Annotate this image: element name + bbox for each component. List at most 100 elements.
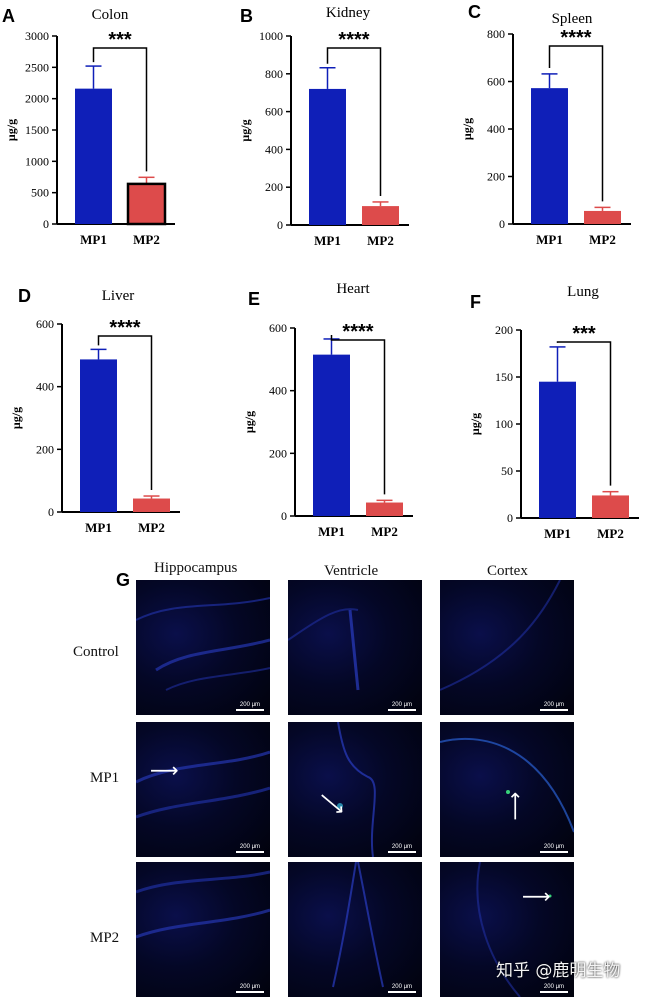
panel-letter-c: C	[468, 2, 481, 22]
chart-title-lung: Lung	[567, 284, 599, 300]
panel-letter-d: D	[18, 286, 31, 306]
panel-letter-f: F	[470, 292, 481, 312]
scale-bar: 200 μm	[236, 844, 264, 853]
y-tick-label-spleen: 800	[487, 27, 505, 41]
scale-bar: 200 μm	[540, 702, 568, 711]
significance-label-colon: ***	[108, 29, 132, 51]
bar-lung-mp2	[592, 495, 629, 518]
y-tick-label-kidney: 400	[265, 142, 283, 156]
chart-title-spleen: Spleen	[552, 11, 593, 27]
column-title-cortex: Cortex	[487, 563, 528, 579]
bar-spleen-mp1	[531, 88, 568, 225]
arrow-up-icon: ⟶	[502, 791, 527, 821]
x-tick-label-colon-mp1: MP1	[80, 232, 107, 247]
y-tick-label-colon: 0	[43, 217, 49, 231]
scale-bar: 200 μm	[388, 702, 416, 711]
y-axis-label-lung: μg/g	[468, 413, 482, 435]
micrograph-control-ventricle: 200 μm	[288, 580, 422, 715]
y-tick-label-liver: 0	[48, 505, 54, 519]
y-tick-label-kidney: 600	[265, 105, 283, 119]
y-tick-label-kidney: 1000	[259, 29, 283, 43]
y-tick-label-heart: 400	[269, 384, 287, 398]
column-title-ventricle: Ventricle	[324, 563, 379, 579]
y-axis-label-spleen: μg/g	[460, 118, 474, 140]
micrograph-mp2-hippocampus: 200 μm	[136, 862, 270, 997]
y-tick-label-colon: 1000	[25, 154, 49, 168]
bar-colon-mp1	[75, 88, 112, 224]
y-tick-label-colon: 2000	[25, 92, 49, 106]
bar-kidney-mp1	[309, 88, 346, 225]
micrograph-control-hippocampus: 200 μm	[136, 580, 270, 715]
row-label-mp2: MP2	[90, 930, 120, 946]
chart-title-colon: Colon	[92, 7, 129, 23]
scale-bar: 200 μm	[388, 984, 416, 993]
y-tick-label-kidney: 0	[277, 218, 283, 232]
chart-title-kidney: Kidney	[326, 5, 371, 21]
y-tick-label-lung: 50	[501, 464, 513, 478]
bar-kidney-mp2	[362, 206, 399, 225]
bar-heart-mp1	[313, 354, 350, 516]
y-axis-label-colon: μg/g	[4, 119, 18, 141]
significance-label-liver: ****	[109, 317, 140, 339]
significance-label-heart: ****	[342, 321, 373, 343]
y-axis-label-kidney: μg/g	[238, 119, 252, 141]
column-title-hippocampus: Hippocampus	[154, 560, 238, 576]
panel-letter-e: E	[248, 289, 260, 309]
y-tick-label-kidney: 200	[265, 180, 283, 194]
y-tick-label-liver: 200	[36, 442, 54, 456]
micrograph-mp1-cortex: 200 μm	[440, 722, 574, 857]
x-tick-label-colon-mp2: MP2	[133, 232, 160, 247]
chart-title-liver: Liver	[102, 288, 134, 304]
x-tick-label-heart-mp2: MP2	[371, 524, 398, 539]
y-tick-label-heart: 600	[269, 321, 287, 335]
significance-label-spleen: ****	[560, 27, 591, 49]
micrograph-mp2-ventricle: 200 μm	[288, 862, 422, 997]
bar-liver-mp2	[133, 498, 170, 512]
arrow-right-icon: ⟶	[150, 758, 179, 782]
y-tick-label-heart: 0	[281, 509, 287, 523]
scale-bar: 200 μm	[540, 844, 568, 853]
y-tick-label-spleen: 600	[487, 75, 505, 89]
scale-bar: 200 μm	[236, 984, 264, 993]
x-tick-label-heart-mp1: MP1	[318, 524, 345, 539]
y-tick-label-lung: 100	[495, 417, 513, 431]
y-tick-label-lung: 0	[507, 511, 513, 525]
x-tick-label-lung-mp1: MP1	[544, 526, 571, 541]
bar-colon-mp2	[126, 182, 167, 226]
row-label-mp1: MP1	[90, 770, 120, 786]
scale-bar: 200 μm	[540, 984, 568, 993]
bar-liver-mp1	[80, 359, 117, 512]
y-tick-label-colon: 1500	[25, 123, 49, 137]
bar-spleen-mp2	[584, 210, 621, 224]
significance-bracket-liver	[97, 335, 153, 491]
scale-bar: 200 μm	[388, 844, 416, 853]
micrograph-mp1-hippocampus: 200 μm	[136, 722, 270, 857]
significance-label-kidney: ****	[338, 29, 369, 51]
row-label-control: Control	[73, 644, 119, 660]
bar-heart-mp2	[366, 502, 403, 516]
y-tick-label-spleen: 400	[487, 122, 505, 136]
significance-bracket-spleen	[548, 45, 604, 202]
scale-bar: 200 μm	[236, 702, 264, 711]
watermark: 知乎 @鹿明生物	[496, 961, 621, 981]
y-tick-label-lung: 200	[495, 323, 513, 337]
bar-lung-mp1	[539, 381, 576, 518]
y-tick-label-colon: 3000	[25, 29, 49, 43]
y-tick-label-colon: 2500	[25, 60, 49, 74]
x-tick-label-liver-mp2: MP2	[138, 520, 165, 535]
significance-bracket-lung	[556, 341, 612, 486]
y-tick-label-liver: 400	[36, 380, 54, 394]
y-tick-label-heart: 200	[269, 446, 287, 460]
x-tick-label-liver-mp1: MP1	[85, 520, 112, 535]
micrograph-mp1-ventricle: 200 μm	[288, 722, 422, 857]
x-tick-label-lung-mp2: MP2	[597, 526, 624, 541]
y-axis-label-liver: μg/g	[9, 407, 23, 429]
significance-bracket-kidney	[326, 47, 382, 196]
significance-label-lung: ***	[572, 323, 596, 345]
y-tick-label-lung: 150	[495, 370, 513, 384]
y-tick-label-spleen: 0	[499, 217, 505, 231]
panel-letter-a: A	[2, 6, 15, 26]
y-axis-label-heart: μg/g	[242, 411, 256, 433]
y-tick-label-colon: 500	[31, 186, 49, 200]
